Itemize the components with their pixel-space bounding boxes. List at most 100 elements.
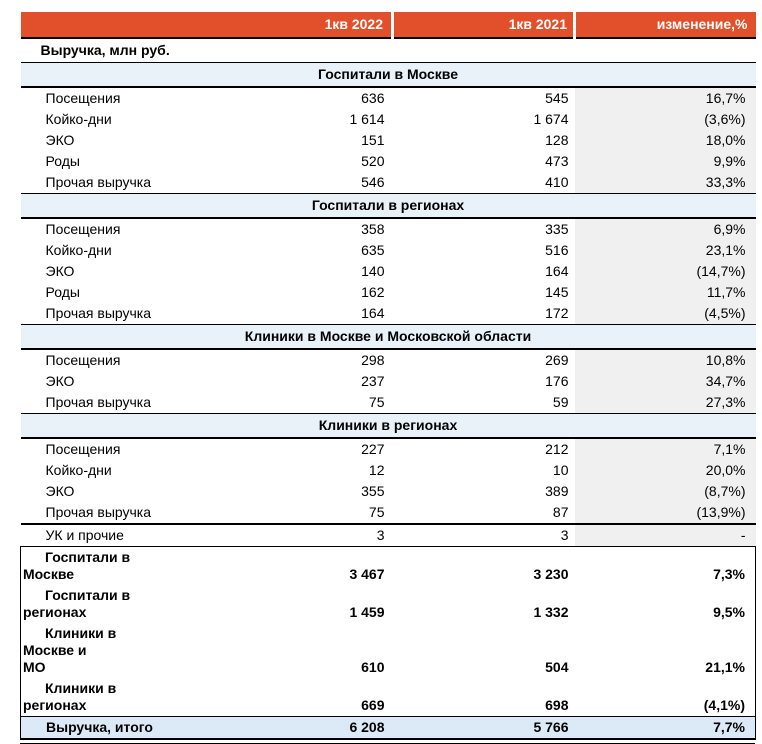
value-change: (3,6%) bbox=[574, 109, 756, 130]
metric-label: Посещения bbox=[45, 441, 121, 457]
metric-row: Койко-дни 1 614 1 674 (3,6%) bbox=[21, 109, 756, 130]
value-2022: 1 614 bbox=[349, 111, 385, 127]
column-header-row: 1кв 2022 1кв 2021 изменение,% bbox=[20, 12, 756, 39]
value-change: - bbox=[574, 523, 756, 547]
value-change: 21,1% bbox=[574, 623, 756, 678]
value-2022: 140 bbox=[361, 263, 385, 279]
value-change: 7,3% bbox=[574, 546, 756, 585]
value-2021: 164 bbox=[545, 263, 569, 279]
value-change: (13,9%) bbox=[574, 502, 756, 524]
metric-row: Роды 520 473 9,9% bbox=[21, 151, 756, 172]
value-change: 6,9% bbox=[574, 218, 756, 240]
metric-row: ЭКО 237 176 34,7% bbox=[21, 371, 756, 392]
value-change: 7,1% bbox=[574, 438, 756, 460]
value-2021: 698 bbox=[545, 697, 569, 713]
summary-row: Госпитали в регионах 1 459 1 332 9,5% bbox=[20, 585, 756, 623]
value-2022: 162 bbox=[361, 284, 385, 300]
value-2022: 237 bbox=[361, 373, 385, 389]
metric-row: ЭКО 151 128 18,0% bbox=[21, 130, 756, 151]
period-2022-header: 1кв 2022 bbox=[20, 12, 393, 39]
value-change: 23,1% bbox=[574, 240, 756, 261]
value-2021: 128 bbox=[545, 132, 569, 148]
metric-label: Роды bbox=[45, 153, 80, 169]
value-2022: 12 bbox=[368, 462, 385, 478]
value-2021: 176 bbox=[545, 373, 569, 389]
value-2022: 151 bbox=[361, 132, 385, 148]
value-2021: 5 766 bbox=[392, 716, 575, 740]
metric-row: ЭКО 355 389 (8,7%) bbox=[21, 481, 756, 502]
value-2021: 545 bbox=[545, 90, 569, 106]
metric-row: Прочая выручка 164 172 (4,5%) bbox=[21, 303, 756, 325]
value-2021: 516 bbox=[545, 242, 569, 258]
metric-label: ЭКО bbox=[45, 263, 75, 279]
value-2022: 520 bbox=[361, 153, 385, 169]
metric-label: Койко-дни bbox=[45, 462, 112, 478]
value-2021: 59 bbox=[552, 394, 569, 410]
metric-row: Посещения 298 269 10,8% bbox=[21, 349, 756, 371]
value-2021: 1 674 bbox=[533, 111, 569, 127]
value-2022: 1 459 bbox=[349, 604, 385, 620]
section-title: Клиники в Москве и Московской области bbox=[20, 324, 756, 350]
value-2021: 145 bbox=[545, 284, 569, 300]
section-title: Клиники в регионах bbox=[20, 413, 756, 439]
total-row: Выручка, итого 6 208 5 766 7,7% bbox=[20, 716, 756, 740]
value-2021: 87 bbox=[552, 504, 569, 520]
total-label: Выручка, итого bbox=[20, 716, 171, 740]
change-header: изменение,% bbox=[573, 12, 756, 39]
metric-label: Посещения bbox=[45, 90, 121, 106]
metric-row: Роды 162 145 11,7% bbox=[21, 282, 756, 303]
metric-row: Прочая выручка 75 59 27,3% bbox=[21, 392, 756, 414]
section-header-row: Госпитали в Москве bbox=[20, 62, 756, 88]
metric-row: Прочая выручка 546 410 33,3% bbox=[21, 172, 756, 194]
value-change: 11,7% bbox=[574, 282, 756, 303]
revenue-table: 1кв 2022 1кв 2021 изменение,% Выручка, м… bbox=[20, 12, 756, 740]
value-2021: 473 bbox=[545, 153, 569, 169]
value-change: 9,9% bbox=[574, 151, 756, 172]
metric-label: Койко-дни bbox=[45, 111, 112, 127]
metric-label: ЭКО bbox=[45, 132, 75, 148]
value-2021: 212 bbox=[545, 441, 569, 457]
value-change: 10,8% bbox=[574, 349, 756, 371]
metric-label: Посещения bbox=[45, 221, 121, 237]
period-2021-header: 1кв 2021 bbox=[391, 12, 575, 39]
value-2022: 298 bbox=[361, 352, 385, 368]
value-2021: 504 bbox=[545, 659, 569, 675]
summary-row: Клиники в регионах 669 698 (4,1%) bbox=[20, 678, 756, 717]
value-2022: 6 208 bbox=[170, 716, 393, 740]
value-2022: 355 bbox=[361, 483, 385, 499]
section-header-row: Клиники в Москве и Московской области bbox=[20, 324, 756, 350]
section-title: Госпитали в Москве bbox=[20, 62, 756, 88]
metric-row: Посещения 227 212 7,1% bbox=[21, 438, 756, 460]
metric-label: Койко-дни bbox=[45, 242, 112, 258]
value-change: 7,7% bbox=[574, 716, 756, 740]
value-2022: 164 bbox=[361, 305, 385, 321]
value-2021: 335 bbox=[545, 221, 569, 237]
value-change: 18,0% bbox=[574, 130, 756, 151]
metric-row: ЭКО 140 164 (14,7%) bbox=[21, 261, 756, 282]
section-header-row: Клиники в регионах bbox=[20, 413, 756, 439]
metric-row: Посещения 636 545 16,7% bbox=[21, 87, 756, 109]
value-2022: 75 bbox=[368, 394, 385, 410]
value-2021: 3 230 bbox=[533, 566, 569, 582]
summary-label: Госпитали в регионах bbox=[20, 585, 171, 623]
summary-label: Госпитали в Москве bbox=[20, 546, 171, 585]
section-title: Госпитали в регионах bbox=[20, 193, 756, 219]
value-2021: 389 bbox=[545, 483, 569, 499]
value-change: 16,7% bbox=[574, 87, 756, 109]
value-change: (14,7%) bbox=[574, 261, 756, 282]
value-2022: 546 bbox=[361, 174, 385, 190]
value-2021: 410 bbox=[545, 174, 569, 190]
value-2022: 227 bbox=[361, 441, 385, 457]
value-2022: 3 bbox=[170, 523, 393, 547]
value-change: (4,1%) bbox=[574, 678, 756, 717]
metric-label: Посещения bbox=[45, 352, 121, 368]
value-2022: 636 bbox=[361, 90, 385, 106]
value-2022: 75 bbox=[368, 504, 385, 520]
metric-label: УК и прочие bbox=[20, 523, 171, 547]
metric-label: Прочая выручка bbox=[45, 394, 152, 410]
value-2022: 610 bbox=[361, 659, 385, 675]
metric-label: ЭКО bbox=[45, 483, 75, 499]
summary-label: Клиники в Москве и МО bbox=[20, 623, 171, 678]
value-change: 34,7% bbox=[574, 371, 756, 392]
metric-row: Посещения 358 335 6,9% bbox=[21, 218, 756, 240]
